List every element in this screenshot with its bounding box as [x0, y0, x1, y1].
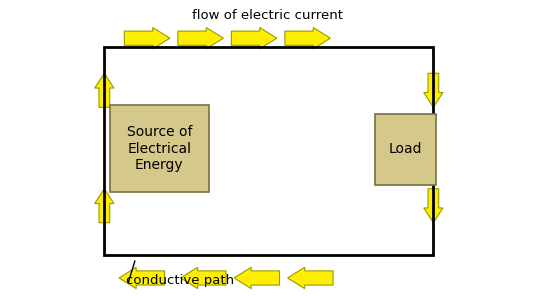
Polygon shape	[231, 28, 277, 49]
Polygon shape	[124, 28, 170, 49]
Polygon shape	[288, 267, 333, 289]
Polygon shape	[424, 73, 443, 107]
Text: Source of
Electrical
Energy: Source of Electrical Energy	[127, 126, 192, 172]
Text: conductive path: conductive path	[126, 274, 234, 287]
FancyBboxPatch shape	[110, 105, 209, 192]
Polygon shape	[95, 73, 114, 107]
Polygon shape	[181, 267, 226, 289]
Polygon shape	[95, 189, 114, 223]
Polygon shape	[119, 267, 165, 289]
Text: flow of electric current: flow of electric current	[192, 9, 343, 22]
Polygon shape	[178, 28, 224, 49]
Polygon shape	[285, 28, 330, 49]
Text: Load: Load	[388, 142, 422, 157]
FancyBboxPatch shape	[374, 114, 436, 185]
Polygon shape	[234, 267, 279, 289]
Polygon shape	[424, 189, 443, 223]
